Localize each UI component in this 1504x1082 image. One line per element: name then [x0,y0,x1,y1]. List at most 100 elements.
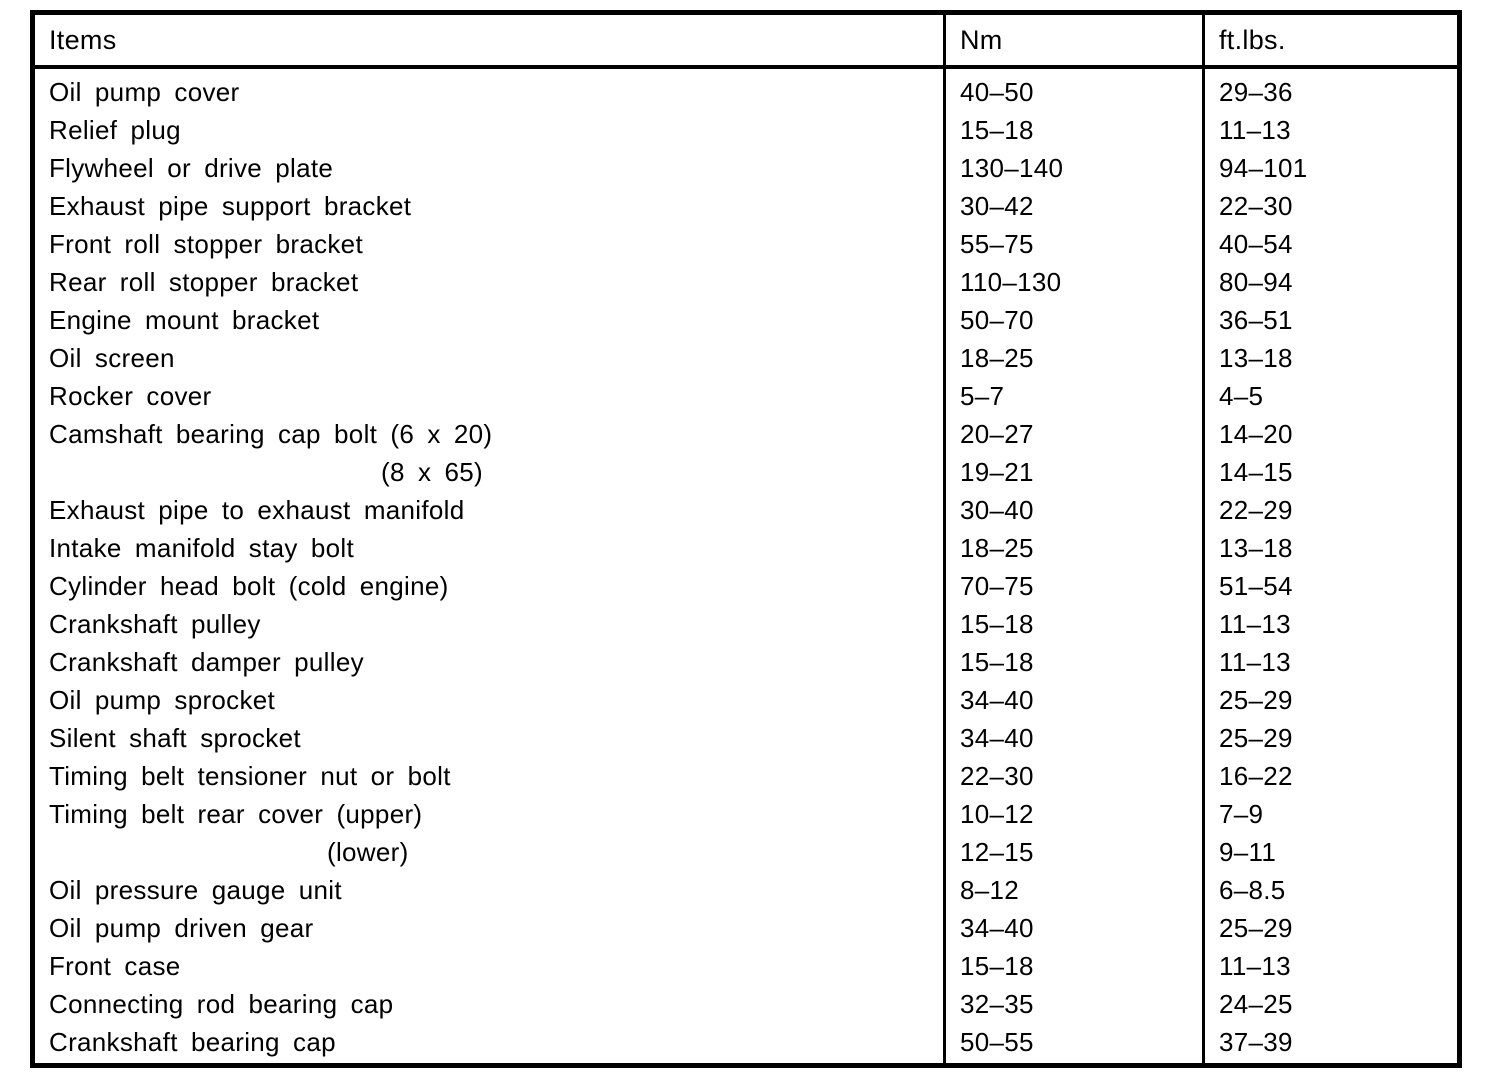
item-label: Relief plug [49,114,181,145]
table-row: Engine mount bracket 50–70 36–51 [35,301,1457,339]
nm-value: 18–25 [960,342,1034,373]
ftlbs-value: 40–54 [1219,228,1293,259]
ftlbs-value: 22–30 [1219,190,1293,221]
ftlbs-value: 11–13 [1219,646,1291,677]
table-row: Relief plug 15–18 11–13 [35,111,1457,149]
table-row: Front case 15–18 11–13 [35,947,1457,985]
ftlbs-value: 14–20 [1219,418,1293,449]
item-label: Flywheel or drive plate [49,152,334,183]
nm-value: 20–27 [960,418,1034,449]
nm-value: 15–18 [960,608,1034,639]
item-label: Timing belt rear cover (upper) [49,798,423,829]
item-label: (lower) [327,836,409,867]
table-row: Oil pump cover 40–50 29–36 [35,73,1457,111]
nm-value: 34–40 [960,912,1034,943]
table-header-row: Items Nm ft.lbs. [35,15,1457,69]
ftlbs-value: 80–94 [1219,266,1293,297]
item-label: Exhaust pipe to exhaust manifold [49,494,465,525]
table-row: Rocker cover 5–7 4–5 [35,377,1457,415]
item-label: Engine mount bracket [49,304,320,335]
table-row: Oil pump sprocket 34–40 25–29 [35,681,1457,719]
ftlbs-value: 14–15 [1219,456,1293,487]
nm-value: 12–15 [960,836,1034,867]
table-row: (lower) 12–15 9–11 [35,833,1457,871]
item-label: Crankshaft bearing cap [49,1026,336,1057]
table-row: Intake manifold stay bolt 18–25 13–18 [35,529,1457,567]
item-label: Silent shaft sprocket [49,722,301,753]
column-header-ftlbs: ft.lbs. [1219,24,1286,55]
item-label: Camshaft bearing cap bolt (6 x 20) [49,418,493,449]
item-label: Oil pump cover [49,76,240,107]
ftlbs-value: 4–5 [1219,380,1264,411]
item-label: Cylinder head bolt (cold engine) [49,570,449,601]
column-header-nm: Nm [960,24,1003,55]
table-row: Exhaust pipe to exhaust manifold 30–40 2… [35,491,1457,529]
column-divider [943,15,946,1063]
nm-value: 50–70 [960,304,1034,335]
table-row: Silent shaft sprocket 34–40 25–29 [35,719,1457,757]
table-row: Rear roll stopper bracket 110–130 80–94 [35,263,1457,301]
ftlbs-value: 13–18 [1219,532,1293,563]
item-label: Front case [49,950,181,981]
nm-value: 30–42 [960,190,1034,221]
table-row: Crankshaft pulley 15–18 11–13 [35,605,1457,643]
table-row: Flywheel or drive plate 130–140 94–101 [35,149,1457,187]
item-label: Oil pump sprocket [49,684,276,715]
ftlbs-value: 36–51 [1219,304,1293,335]
ftlbs-value: 25–29 [1219,684,1293,715]
item-label: Intake manifold stay bolt [49,532,355,563]
item-label: (8 x 65) [381,456,483,487]
ftlbs-value: 11–13 [1219,608,1291,639]
nm-value: 8–12 [960,874,1020,905]
item-label: Connecting rod bearing cap [49,988,394,1019]
ftlbs-value: 25–29 [1219,912,1293,943]
table-row: Timing belt tensioner nut or bolt 22–30 … [35,757,1457,795]
item-label: Crankshaft damper pulley [49,646,364,677]
nm-value: 32–35 [960,988,1034,1019]
ftlbs-value: 6–8.5 [1219,874,1286,905]
table-body: Oil pump cover 40–50 29–36 Relief plug 1… [35,69,1457,1061]
nm-value: 5–7 [960,380,1005,411]
table-row: Exhaust pipe support bracket 30–42 22–30 [35,187,1457,225]
nm-value: 50–55 [960,1026,1034,1057]
table-row: Timing belt rear cover (upper) 10–12 7–9 [35,795,1457,833]
item-label: Front roll stopper bracket [49,228,363,259]
table-row: Camshaft bearing cap bolt (6 x 20) 20–27… [35,415,1457,453]
nm-value: 30–40 [960,494,1034,525]
nm-value: 130–140 [960,152,1064,183]
ftlbs-value: 24–25 [1219,988,1293,1019]
ftlbs-value: 11–13 [1219,114,1291,145]
ftlbs-value: 16–22 [1219,760,1293,791]
ftlbs-value: 51–54 [1219,570,1293,601]
ftlbs-value: 13–18 [1219,342,1293,373]
nm-value: 110–130 [960,266,1062,297]
item-label: Oil pump driven gear [49,912,314,943]
table-row: Oil pump driven gear 34–40 25–29 [35,909,1457,947]
item-label: Oil pressure gauge unit [49,874,342,905]
ftlbs-value: 25–29 [1219,722,1293,753]
nm-value: 15–18 [960,950,1034,981]
nm-value: 22–30 [960,760,1034,791]
nm-value: 70–75 [960,570,1034,601]
item-label: Timing belt tensioner nut or bolt [49,760,451,791]
table-row: Oil pressure gauge unit 8–12 6–8.5 [35,871,1457,909]
nm-value: 18–25 [960,532,1034,563]
nm-value: 10–12 [960,798,1034,829]
item-label: Exhaust pipe support bracket [49,190,412,221]
torque-spec-table: Items Nm ft.lbs. Oil pump cover 40–50 29… [30,10,1462,1068]
nm-value: 15–18 [960,646,1034,677]
item-label: Rocker cover [49,380,212,411]
table-row: Front roll stopper bracket 55–75 40–54 [35,225,1457,263]
nm-value: 34–40 [960,684,1034,715]
column-divider [1202,15,1205,1063]
ftlbs-value: 7–9 [1219,798,1264,829]
table-row: Oil screen 18–25 13–18 [35,339,1457,377]
table-row: Cylinder head bolt (cold engine) 70–75 5… [35,567,1457,605]
column-header-items: Items [49,24,117,55]
ftlbs-value: 29–36 [1219,76,1293,107]
nm-value: 19–21 [960,456,1034,487]
ftlbs-value: 22–29 [1219,494,1293,525]
ftlbs-value: 37–39 [1219,1026,1293,1057]
nm-value: 55–75 [960,228,1034,259]
nm-value: 40–50 [960,76,1034,107]
